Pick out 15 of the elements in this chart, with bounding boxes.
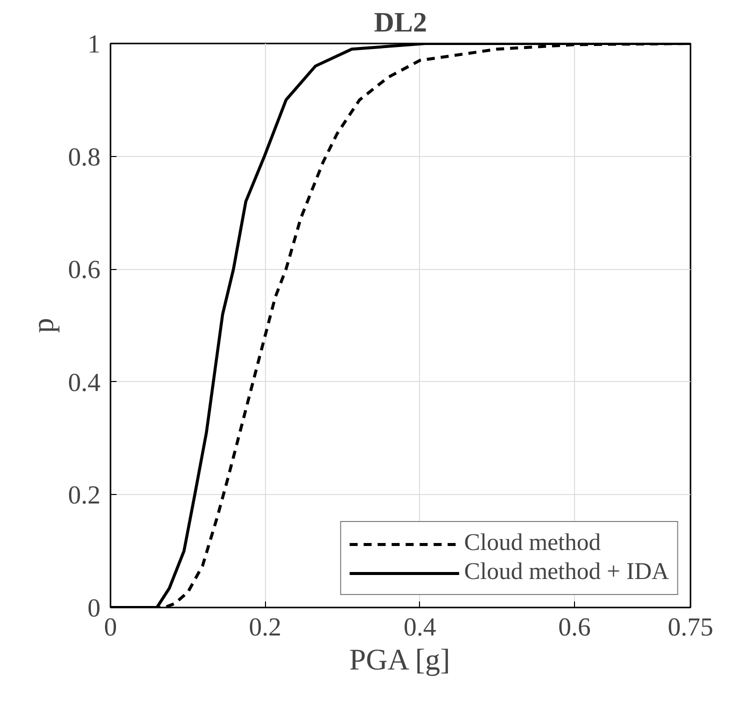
y-tick-label: 0 [88, 594, 100, 622]
x-tick-label: 0.6 [558, 612, 591, 642]
y-tick-label: 0.4 [68, 368, 100, 397]
chart-title: DL2 [374, 8, 427, 38]
x-axis-title: PGA [g] [349, 644, 450, 676]
legend-label: Cloud method [464, 530, 601, 557]
y-axis-title: p [27, 318, 60, 333]
x-tick-label: 0.75 [668, 612, 714, 642]
legend-label: Cloud method + IDA [464, 559, 669, 586]
y-tick-label: 0.6 [68, 255, 100, 284]
y-tick-label: 1 [88, 30, 100, 58]
x-tick-label: 0.2 [248, 612, 282, 642]
x-tick-label: 0.4 [404, 612, 436, 642]
y-tick-label: 0.8 [68, 142, 100, 172]
y-tick-label: 0.2 [68, 480, 100, 510]
